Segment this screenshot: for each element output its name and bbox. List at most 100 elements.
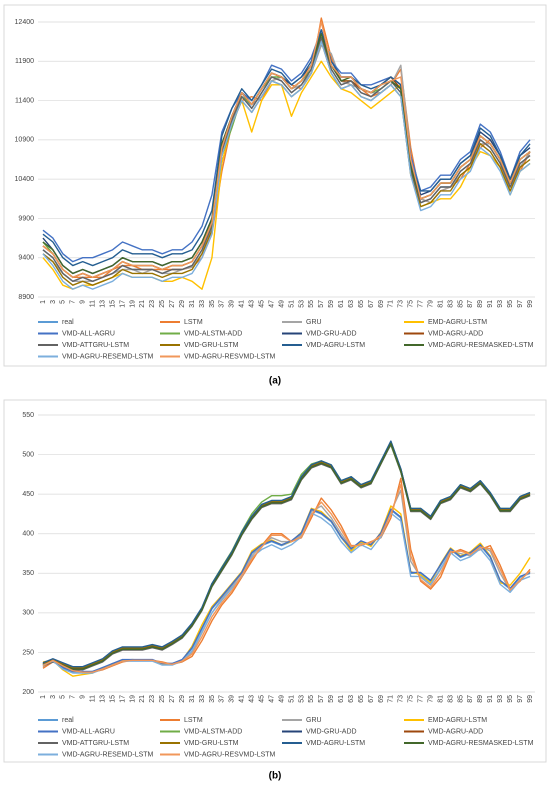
x-tick-label: 15 <box>109 300 116 308</box>
y-tick-label: 8900 <box>18 294 34 301</box>
x-tick-label: 27 <box>169 300 176 308</box>
y-tick-label: 11900 <box>15 58 34 65</box>
x-tick-label: 29 <box>179 695 186 703</box>
x-tick-label: 13 <box>99 300 106 308</box>
x-tick-label: 7 <box>70 695 77 699</box>
x-tick-label: 17 <box>119 300 126 308</box>
x-tick-label: 79 <box>427 695 434 703</box>
legend-label: LSTM <box>184 717 203 724</box>
x-tick-label: 21 <box>139 695 146 703</box>
series-line <box>42 441 531 669</box>
x-tick-label: 89 <box>477 300 484 308</box>
y-tick-label: 550 <box>22 412 34 419</box>
x-tick-label: 37 <box>219 300 226 308</box>
legend-label: EMD-AGRU-LSTM <box>428 717 487 724</box>
x-tick-label: 99 <box>527 695 534 703</box>
x-tick-label: 93 <box>497 300 504 308</box>
x-tick-label: 95 <box>507 300 514 308</box>
series-line <box>42 508 531 673</box>
x-tick-label: 33 <box>199 695 206 703</box>
legend-label: VMD-AGRU-LSTM <box>306 740 365 747</box>
x-tick-label: 71 <box>388 695 395 703</box>
legend-label: VMD-AGRU-ADD <box>428 728 483 735</box>
x-tick-label: 11 <box>90 300 97 307</box>
x-tick-label: 57 <box>318 695 325 703</box>
y-tick-label: 10900 <box>15 137 35 144</box>
legend-label: VMD-AGRU-LSTM <box>306 342 365 349</box>
chart-frame <box>3 399 547 763</box>
x-tick-label: 43 <box>249 695 256 703</box>
x-tick-label: 3 <box>50 695 57 699</box>
legend-label: VMD-GRU-LSTM <box>184 740 239 747</box>
x-tick-label: 87 <box>467 695 474 703</box>
series-line <box>42 477 531 673</box>
x-tick-label: 91 <box>487 300 494 308</box>
x-tick-label: 9 <box>80 300 87 304</box>
x-tick-label: 73 <box>398 695 405 703</box>
series-line <box>42 509 531 673</box>
legend-label: real <box>62 319 74 326</box>
x-tick-label: 57 <box>318 300 325 308</box>
x-tick-label: 35 <box>209 300 216 308</box>
series-line <box>42 21 531 279</box>
chart-frame <box>3 4 547 367</box>
series-line <box>42 442 531 670</box>
x-tick-label: 91 <box>487 695 494 703</box>
legend-label: VMD-AGRU-RESEMD-LSTM <box>62 751 154 758</box>
x-tick-label: 13 <box>99 695 106 703</box>
series-line <box>42 483 531 673</box>
legend-label: VMD-ATTGRU-LSTM <box>62 342 129 349</box>
x-tick-label: 31 <box>189 695 196 703</box>
x-tick-label: 71 <box>388 300 395 308</box>
y-tick-label: 500 <box>22 451 34 458</box>
x-tick-label: 67 <box>368 300 375 308</box>
x-tick-label: 89 <box>477 695 484 703</box>
x-tick-label: 51 <box>288 300 295 308</box>
x-tick-label: 45 <box>258 695 265 703</box>
x-tick-label: 25 <box>159 695 166 703</box>
x-tick-label: 27 <box>169 695 176 703</box>
series-line <box>42 33 531 275</box>
x-tick-label: 55 <box>308 695 315 703</box>
series-line <box>42 29 531 263</box>
legend-label: real <box>62 717 74 724</box>
x-tick-label: 49 <box>278 300 285 308</box>
legend-label: VMD-ALSTM-ADD <box>184 728 242 735</box>
x-tick-label: 11 <box>90 695 97 702</box>
x-tick-label: 75 <box>408 695 415 703</box>
x-tick-label: 39 <box>229 695 236 703</box>
x-tick-label: 67 <box>368 695 375 703</box>
x-tick-label: 79 <box>427 300 434 308</box>
x-tick-label: 97 <box>517 300 524 308</box>
x-tick-label: 45 <box>258 300 265 308</box>
legend-label: VMD-ATTGRU-LSTM <box>62 740 129 747</box>
x-tick-label: 85 <box>457 695 464 703</box>
y-tick-label: 450 <box>22 491 34 498</box>
x-tick-label: 69 <box>378 695 385 703</box>
legend-label: VMD-AGRU-ADD <box>428 330 483 337</box>
x-tick-label: 55 <box>308 300 315 308</box>
x-tick-label: 81 <box>437 300 444 308</box>
series-line <box>42 33 531 275</box>
legend-label: VMD-ALSTM-ADD <box>184 330 242 337</box>
x-tick-label: 9 <box>80 695 87 699</box>
x-tick-label: 95 <box>507 695 514 703</box>
legend-label: VMD-AGRU-RESVMD-LSTM <box>184 751 276 758</box>
x-tick-label: 85 <box>457 300 464 308</box>
y-tick-label: 300 <box>22 610 34 617</box>
x-tick-label: 23 <box>149 300 156 308</box>
legend-label: EMD-AGRU-LSTM <box>428 319 487 326</box>
x-tick-label: 75 <box>408 300 415 308</box>
x-tick-label: 41 <box>239 695 246 703</box>
x-tick-label: 31 <box>189 300 196 308</box>
legend-label: VMD-GRU-LSTM <box>184 342 239 349</box>
x-tick-label: 33 <box>199 300 206 308</box>
legend-label: VMD-ALL-AGRU <box>62 330 115 337</box>
legend-label: VMD-AGRU-RESVMD-LSTM <box>184 353 276 360</box>
series-line <box>42 442 531 669</box>
x-tick-label: 63 <box>348 695 355 703</box>
series-line <box>42 489 531 674</box>
x-tick-label: 47 <box>268 300 275 308</box>
x-tick-label: 3 <box>50 300 57 304</box>
